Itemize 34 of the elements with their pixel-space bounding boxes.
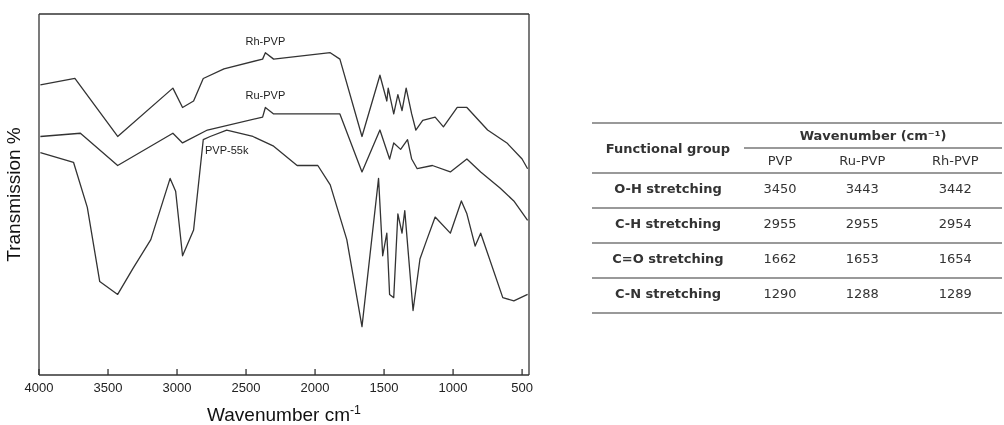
y-axis-title: Transmission % [3, 127, 24, 262]
text: Ru-PVP [838, 152, 887, 170]
x-tick-label: 500 [511, 380, 533, 396]
data-label: 1654 [937, 250, 973, 268]
x-tick-label: 3500 [93, 380, 123, 396]
x-tick-label: 3000 [162, 380, 192, 396]
data-label: 2954 [937, 215, 973, 233]
text: Wavenumber (cm⁻¹) [744, 123, 1002, 148]
text: Functional group [604, 139, 732, 158]
data-label: 1653 [844, 250, 880, 268]
data-label: 2955 [844, 215, 880, 233]
category-label: C-N stretching [614, 285, 722, 303]
x-tick-label: 2000 [300, 380, 330, 396]
series-label: Ru-PVP [245, 89, 286, 102]
data-label: 1288 [844, 285, 880, 303]
x-tick-label: 4000 [24, 380, 54, 396]
data-label: 3443 [844, 180, 880, 198]
category-label: O-H stretching [613, 180, 723, 198]
x-tick-label: 1500 [369, 380, 399, 396]
data-label: 2955 [762, 215, 798, 233]
category-label: C-H stretching [614, 215, 722, 233]
x-tick-label: 1000 [438, 380, 468, 396]
x-tick-label: 2500 [231, 380, 261, 396]
category-label: C=O stretching [611, 250, 725, 268]
data-label: 3450 [762, 180, 798, 198]
data-label: 1290 [762, 285, 798, 303]
data-label: 1289 [937, 285, 973, 303]
text: PVP [766, 152, 794, 170]
text: Rh-PVP [930, 152, 980, 170]
series-label: PVP-55k [205, 144, 249, 157]
data-label: 1662 [762, 250, 798, 268]
x-axis-title: Wavenumber cm$^{-1}$ [207, 403, 362, 425]
data-label: 3442 [937, 180, 973, 198]
series-label: Rh-PVP [245, 34, 286, 47]
